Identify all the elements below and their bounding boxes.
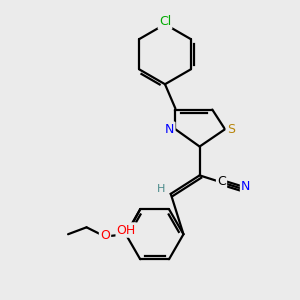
Text: S: S: [227, 123, 235, 136]
Text: N: N: [241, 180, 250, 194]
Text: Cl: Cl: [159, 15, 171, 28]
Text: N: N: [165, 123, 174, 136]
Text: OH: OH: [117, 224, 136, 236]
Text: C: C: [217, 175, 226, 188]
Text: O: O: [100, 229, 110, 242]
Text: H: H: [158, 184, 166, 194]
